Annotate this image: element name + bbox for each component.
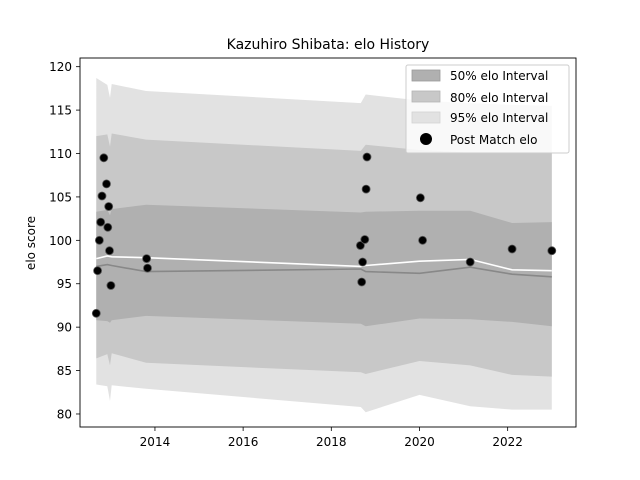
y-tick-label: 105 [49, 190, 72, 204]
data-point [142, 254, 152, 264]
x-tick-label: 2018 [316, 435, 347, 449]
x-tick-label: 2016 [228, 435, 259, 449]
data-point [358, 257, 368, 267]
plot-frame [79, 57, 577, 428]
y-tick-label: 120 [49, 60, 72, 74]
data-point [507, 244, 517, 254]
legend-label-95: 95% elo Interval [450, 111, 548, 125]
legend-label-80: 80% elo Interval [450, 91, 548, 105]
data-point [99, 153, 109, 163]
data-point [106, 281, 116, 290]
legend-swatch-80 [411, 90, 441, 103]
y-axis: 80 85 90 95 100 105 110 115 120 [49, 60, 80, 421]
data-point [97, 191, 107, 201]
median-line [96, 263, 552, 278]
y-tick-label: 90 [57, 321, 72, 335]
plot-area [79, 57, 577, 428]
legend-label-post-match: Post Match elo [450, 133, 537, 147]
chart-title: Kazuhiro Shibata: elo History [227, 37, 430, 53]
x-axis: 2014 2016 2018 2020 2022 [140, 427, 523, 449]
x-tick-label: 2022 [492, 435, 523, 449]
y-tick-label: 80 [57, 407, 72, 421]
data-point [361, 184, 371, 194]
y-axis-label: elo score [24, 216, 38, 270]
data-point [104, 202, 114, 211]
y-tick-label: 95 [57, 277, 72, 291]
data-point [362, 152, 372, 162]
x-tick-label: 2020 [404, 435, 435, 449]
data-point [96, 217, 106, 227]
data-point [547, 246, 557, 256]
data-point [418, 235, 428, 245]
data-point [465, 257, 475, 267]
y-tick-label: 85 [57, 364, 72, 378]
x-tick-label: 2014 [140, 435, 171, 449]
data-point [143, 263, 152, 273]
legend-swatch-95 [411, 111, 441, 124]
y-tick-label: 100 [49, 234, 72, 248]
data-point [102, 179, 111, 189]
data-point [95, 235, 104, 245]
data-point [355, 241, 365, 250]
legend-box [405, 64, 570, 154]
data-point [105, 246, 114, 256]
data-point [103, 222, 113, 232]
data-point [93, 266, 102, 276]
legend: 50% elo Interval 80% elo Interval 95% el… [405, 64, 570, 154]
legend-marker-post-match [420, 133, 432, 145]
data-point [91, 308, 101, 318]
legend-label-50: 50% elo Interval [450, 69, 548, 83]
data-point [357, 277, 367, 287]
data-point [360, 235, 370, 244]
interval-bands [96, 78, 552, 413]
legend-swatch-50 [411, 69, 441, 82]
post-match-points [91, 152, 557, 318]
y-tick-label: 110 [49, 147, 72, 161]
y-tick-label: 115 [49, 104, 72, 118]
data-point [415, 193, 425, 203]
